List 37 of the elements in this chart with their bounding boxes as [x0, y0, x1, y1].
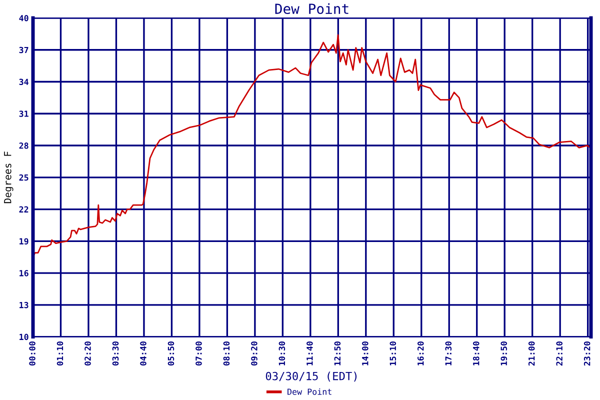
y-tick-label: 19: [20, 238, 28, 244]
x-tick-label: 04:40: [140, 341, 146, 366]
x-tick-label: 02:20: [84, 341, 91, 366]
y-tick-label: 37: [19, 46, 28, 54]
y-tick-label: 16: [20, 270, 28, 276]
x-tick-label: 05:50: [168, 341, 174, 366]
x-tick-label: 00:00: [29, 341, 36, 366]
x-tick-label: 09:20: [251, 341, 258, 366]
x-tick-label: 10:30: [278, 341, 286, 366]
x-tick-label: 21:00: [528, 341, 535, 366]
x-tick-label: 12:50: [334, 341, 341, 366]
x-tick-label: 11:40: [306, 341, 313, 366]
y-tick-label: 25: [19, 174, 28, 181]
x-tick-label: 07:00: [196, 341, 202, 366]
x-tick-label: 03:30: [112, 341, 119, 366]
y-tick-label: 31: [19, 110, 28, 117]
x-axis-title: 03/30/15 (EDT): [266, 372, 357, 382]
y-tick-label: 40: [19, 14, 28, 22]
x-tick-label: 22:10: [556, 341, 563, 366]
x-tick-label: 18:40: [472, 341, 480, 366]
x-tick-label: 16:20: [417, 341, 424, 366]
x-tick-label: 14:00: [362, 341, 368, 366]
x-tick-label: 15:10: [390, 341, 396, 366]
line-series: [33, 34, 591, 258]
y-tick-label: 34: [19, 78, 28, 86]
legend-label: Dew Point: [288, 388, 332, 395]
y-tick-label: 22: [19, 206, 28, 212]
y-tick-label: 13: [20, 302, 28, 308]
y-tick-label: 10: [20, 334, 28, 340]
y-axis-title: Degrees F: [4, 152, 14, 204]
x-tick-label: 08:10: [223, 341, 230, 366]
x-tick-label: 17:30: [445, 341, 452, 366]
x-tick-label: 19:50: [500, 341, 508, 366]
x-tick-label: 01:10: [56, 341, 64, 366]
y-tick-label: 28: [19, 142, 28, 149]
chart-title: Dew Point: [275, 3, 348, 14]
x-tick-label: 23:20: [584, 341, 590, 366]
